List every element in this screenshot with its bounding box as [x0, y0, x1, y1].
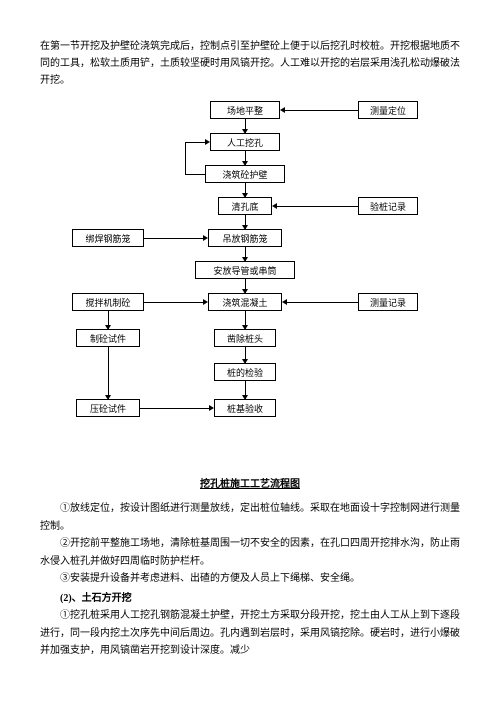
node-dig: 人工挖孔 [210, 133, 280, 151]
node-weld-cage: 绑焊钢筋笼 [72, 229, 144, 247]
node-chisel: 凿除桩头 [214, 329, 276, 347]
paragraph-4: ①挖孔桩采用人工挖孔钢筋混凝土护壁，开挖土方采取分段开挖，挖土由人工从上到下逐段… [40, 607, 460, 660]
node-inspect: 桩的检验 [214, 363, 276, 381]
node-pour-wall: 浇筑砼护壁 [205, 165, 285, 183]
node-clean: 清孔底 [218, 197, 272, 215]
intro-paragraph: 在第一节开挖及护壁砼浇筑完成后，控制点引至护壁砼上便于以后挖孔时校桩。开挖根据地… [40, 38, 460, 89]
paragraph-2: ②开挖前平整施工场地，清除桩基周围一切不安全的因素，在孔口四周开挖排水沟，防止雨… [40, 535, 460, 570]
node-survey: 测量定位 [358, 101, 418, 119]
node-sample1: 制砼试件 [76, 329, 140, 347]
node-sample2: 压砼试件 [76, 399, 140, 417]
node-pour-concrete: 浇筑混凝土 [208, 293, 282, 311]
flowchart-diagram: 场地平整 测量定位 人工挖孔 浇筑砼护壁 清孔底 验桩记录 绑焊钢筋笼 吊放钢筋… [40, 99, 460, 467]
paragraph-1: ①放线定位，按设计图纸进行测量放线，定出桩位轴线。采取在地面设十字控制网进行测量… [40, 500, 460, 535]
node-site-level: 场地平整 [210, 101, 280, 119]
paragraph-3: ③安装提升设备并考虑进料、出碴的方便及人员上下绳梯、安全绳。 [40, 570, 460, 588]
node-guide-tube: 安放导管或串筒 [195, 261, 295, 279]
node-measure-rec: 测量记录 [358, 293, 418, 311]
subheading-earthwork: (2)、土石方开挖 [40, 590, 460, 608]
node-hoist-cage: 吊放钢筋笼 [208, 229, 282, 247]
node-check-rec: 验桩记录 [358, 197, 418, 215]
node-accept: 桩基验收 [214, 399, 276, 417]
flowchart-caption: 挖孔桩施工工艺流程图 [40, 475, 460, 490]
node-mix: 搅拌机制砼 [72, 293, 144, 311]
